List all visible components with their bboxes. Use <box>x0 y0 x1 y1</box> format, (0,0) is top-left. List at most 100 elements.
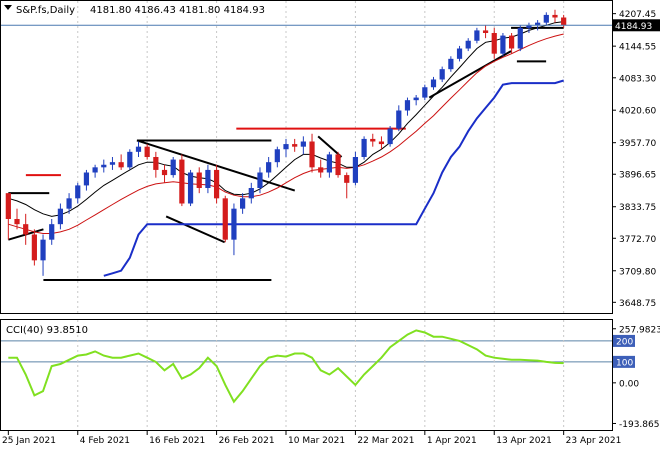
ma-long-line <box>103 79 564 277</box>
candle-body <box>413 97 419 101</box>
candle-body <box>205 169 211 188</box>
ma-slow-path <box>8 33 564 234</box>
candle-body <box>5 193 11 219</box>
candle-body <box>404 100 411 111</box>
time-axis: 25 Jan 2021 4 Feb 2021 16 Feb 2021 26 Feb 2… <box>2 431 621 446</box>
candle-body <box>75 185 81 199</box>
trend-line[interactable] <box>165 215 226 244</box>
cci-axis: 200 100 257.9823 0.00 -193.8653 <box>612 325 660 430</box>
candle-body <box>448 58 454 70</box>
time-tick-label: 22 Mar 2021 <box>357 436 414 446</box>
candle-body <box>344 175 350 183</box>
price-tick-label: 4020.60 <box>619 107 656 117</box>
symbol-label: S&P.fs,Daily <box>16 5 75 16</box>
price-tick-label: 4144.55 <box>619 43 656 53</box>
candle-body <box>127 151 133 168</box>
ma-long-path <box>103 79 564 277</box>
cci-level-label: 200 <box>616 337 633 347</box>
price-tick-label: 4207.45 <box>619 10 656 20</box>
candle-body <box>257 172 263 188</box>
candle-body <box>14 219 20 225</box>
candle-body <box>40 239 46 261</box>
cci-title: CCI(40) 93.8510 <box>6 325 88 336</box>
candle-body <box>535 22 541 26</box>
price-tick-label: 3709.80 <box>619 267 656 277</box>
price-tick-label: 3896.65 <box>619 171 656 181</box>
drawn-trend-lines[interactable] <box>8 26 564 281</box>
candle-body <box>326 154 332 173</box>
cci-level-label: 100 <box>616 358 633 368</box>
ma-fast-line <box>8 21 564 217</box>
candle-body <box>474 30 480 41</box>
cci-tick-label: 0.00 <box>619 379 639 389</box>
candle-body <box>552 14 558 18</box>
candle-body <box>309 141 315 168</box>
ma-slow-line <box>8 33 564 234</box>
candle-body <box>370 138 376 142</box>
candle-body <box>517 27 523 49</box>
candle-body <box>101 164 107 168</box>
current-price-label: 4184.93 <box>615 22 652 32</box>
time-tick-label: 13 Apr 2021 <box>496 436 552 446</box>
candle-body <box>31 234 37 261</box>
candle-body <box>248 188 254 199</box>
ma-fast-path <box>8 21 564 217</box>
candle-body <box>213 169 220 199</box>
time-tick-label: 26 Feb 2021 <box>219 436 275 446</box>
candle-body <box>465 40 471 49</box>
trend-line[interactable] <box>428 50 512 99</box>
cci-tick-label: -193.8653 <box>619 420 660 430</box>
candle-body <box>482 30 489 33</box>
price-tick-label: 3648.75 <box>619 299 656 309</box>
candle-body <box>274 149 280 163</box>
candle-body <box>266 162 272 173</box>
candle-body <box>456 48 463 59</box>
candle-body <box>361 138 367 157</box>
price-tick-label: 3772.70 <box>619 235 656 245</box>
cci-tick-label: 257.9823 <box>619 325 660 335</box>
cci-level-badge <box>613 334 635 347</box>
candle-body <box>283 144 289 150</box>
candle-body <box>23 224 29 235</box>
chart-header: S&P.fs,Daily 4181.80 4186.43 4181.80 418… <box>4 5 265 16</box>
candle-body <box>92 167 98 173</box>
candle-body <box>543 14 549 23</box>
candle-body <box>430 79 437 88</box>
candle-body <box>378 141 385 145</box>
dropdown-arrow-icon[interactable] <box>4 5 12 10</box>
candle-body <box>352 157 359 183</box>
candle-body <box>179 159 185 204</box>
candle-body <box>300 141 306 147</box>
candle-body <box>57 208 64 225</box>
price-tick-label: 3833.75 <box>619 203 656 213</box>
candle-body <box>396 110 402 129</box>
current-price-badge: 4184.93 <box>613 19 660 32</box>
candle-body <box>387 128 393 145</box>
candle-body <box>83 172 90 186</box>
price-tick-label: 4083.30 <box>619 74 656 84</box>
candle-body <box>49 224 55 240</box>
candle-body <box>118 162 124 168</box>
candle-body <box>508 35 515 49</box>
time-tick-label: 25 Jan 2021 <box>2 436 56 446</box>
candle-body <box>526 25 532 28</box>
time-tick-label: 4 Feb 2021 <box>80 436 130 446</box>
candle-body <box>500 35 506 54</box>
cci-path <box>8 329 564 404</box>
candle-body <box>292 144 298 147</box>
cci-panel-frame <box>0 319 613 431</box>
candle-body <box>170 159 176 176</box>
candle-body <box>318 167 324 173</box>
cci-grid <box>1 320 612 430</box>
candle-body <box>66 198 72 209</box>
time-tick-label: 23 Apr 2021 <box>566 436 622 446</box>
candle-body <box>222 198 228 240</box>
candle-body <box>240 198 246 209</box>
trend-line[interactable] <box>136 139 296 192</box>
price-tick-label: 3957.70 <box>619 139 656 149</box>
time-tick-label: 1 Apr 2021 <box>427 436 477 446</box>
candle-body <box>561 17 567 26</box>
candle-body <box>196 172 202 188</box>
cci-line <box>8 329 564 404</box>
